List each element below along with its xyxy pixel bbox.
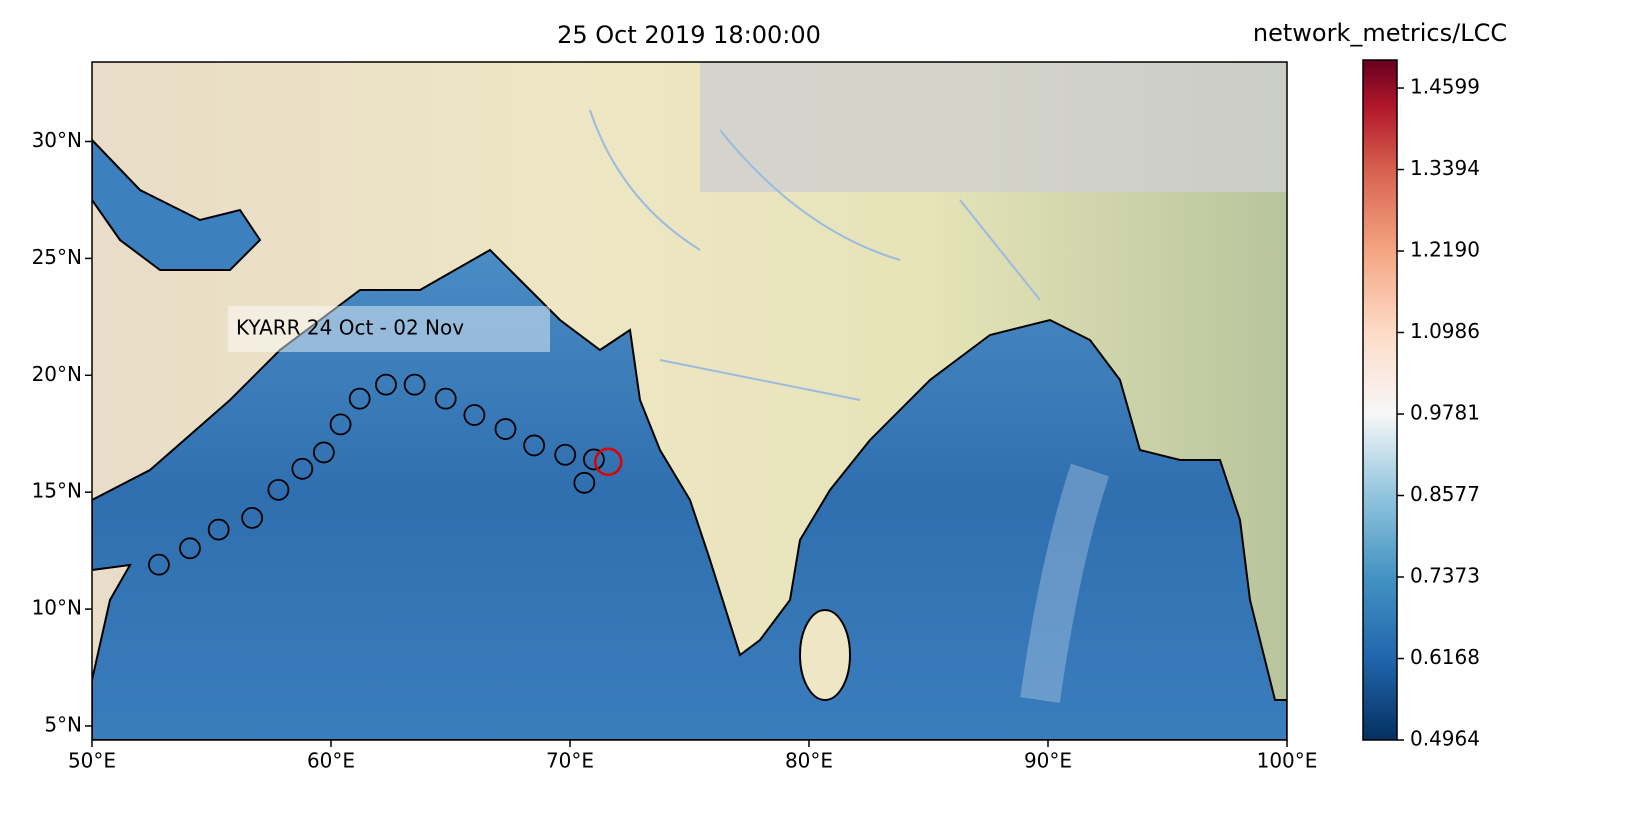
colorbar-tick-label: 1.4599 (1410, 75, 1480, 99)
map-title: 25 Oct 2019 18:00:00 (557, 21, 821, 49)
x-tick-label: 60°E (307, 749, 355, 773)
track-point (583, 448, 605, 471)
track-point (312, 441, 335, 464)
x-tick-label: 80°E (785, 749, 833, 773)
current-position (593, 447, 623, 477)
track-point (329, 413, 352, 436)
track-point (207, 518, 230, 541)
y-tick-label: 25°N (32, 245, 82, 269)
track-point (267, 478, 290, 501)
colorbar-tick-label: 0.9781 (1410, 401, 1480, 425)
colorbar-tick-label: 1.0986 (1410, 319, 1480, 343)
x-tick-label: 100°E (1257, 749, 1318, 773)
plot-frame (91, 61, 1288, 741)
track-point (554, 443, 577, 466)
track-point (463, 404, 486, 426)
colorbar (1362, 59, 1398, 741)
track-point (148, 553, 170, 576)
colorbar-tick-label: 1.2190 (1410, 238, 1480, 262)
y-tick-label: 30°N (32, 128, 82, 152)
colorbar-tick-label: 0.8577 (1410, 482, 1480, 506)
track-point (179, 537, 201, 560)
x-tick-label: 70°E (546, 749, 594, 773)
colorbar-tick-label: 0.7373 (1410, 563, 1480, 587)
colorbar-tick-label: 1.3394 (1410, 156, 1480, 180)
track-point (375, 373, 397, 396)
track-point (573, 471, 596, 494)
y-tick-label: 5°N (44, 712, 82, 736)
colorbar-tick-label: 0.4964 (1410, 727, 1480, 751)
track-point (434, 387, 457, 410)
track-point (291, 457, 314, 480)
axes: 50°E 60°E 70°E 80°E 90°E 100°E 5°N 10°N 15°N 20°N… (32, 75, 1480, 773)
y-tick-label: 20°N (32, 362, 82, 386)
track-point (494, 418, 517, 440)
track (148, 373, 623, 576)
x-tick-label: 50°E (68, 749, 116, 773)
y-tick-label: 10°N (32, 596, 82, 620)
track-point (523, 434, 546, 457)
y-tick-label: 15°N (32, 479, 82, 503)
colorbar-label: network_metrics/LCC (1253, 19, 1507, 47)
colorbar-tick-label: 0.6168 (1410, 645, 1480, 669)
track-annotation: KYARR 24 Oct - 02 Nov (236, 316, 464, 340)
track-point (403, 373, 426, 396)
annotation-box (228, 306, 550, 352)
track-point (348, 387, 371, 410)
x-tick-label: 90°E (1024, 749, 1072, 773)
track-point (241, 506, 264, 529)
basemap (92, 62, 1287, 740)
